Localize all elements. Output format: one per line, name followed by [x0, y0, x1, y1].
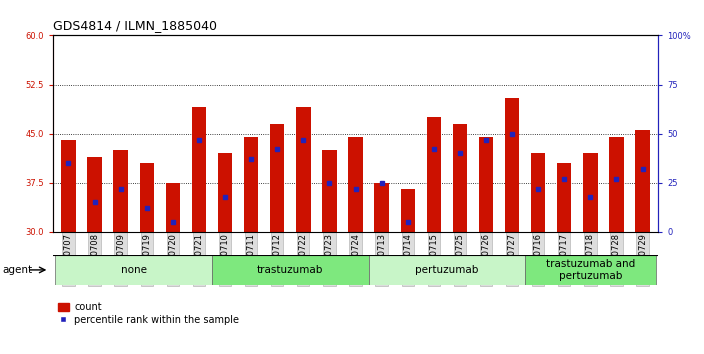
Bar — [557, 163, 572, 232]
Text: GDS4814 / ILMN_1885040: GDS4814 / ILMN_1885040 — [53, 19, 217, 32]
Bar — [218, 153, 232, 232]
Bar — [609, 137, 624, 232]
Bar — [191, 108, 206, 232]
FancyBboxPatch shape — [56, 255, 212, 285]
Bar — [113, 150, 128, 232]
Text: trastuzumab: trastuzumab — [257, 265, 323, 275]
Bar — [348, 137, 363, 232]
Bar — [244, 137, 258, 232]
Text: pertuzumab: pertuzumab — [415, 265, 479, 275]
Bar — [375, 183, 389, 232]
Bar — [165, 183, 180, 232]
Bar — [322, 150, 337, 232]
Text: none: none — [120, 265, 146, 275]
Bar — [401, 189, 415, 232]
Bar — [61, 140, 75, 232]
Bar — [87, 156, 102, 232]
FancyBboxPatch shape — [525, 255, 655, 285]
Legend: count, percentile rank within the sample: count, percentile rank within the sample — [58, 302, 239, 325]
Bar — [270, 124, 284, 232]
Bar — [636, 130, 650, 232]
FancyBboxPatch shape — [369, 255, 525, 285]
Bar — [453, 124, 467, 232]
Bar — [479, 137, 494, 232]
FancyBboxPatch shape — [212, 255, 369, 285]
Text: trastuzumab and
pertuzumab: trastuzumab and pertuzumab — [546, 259, 635, 281]
Bar — [531, 153, 546, 232]
Bar — [139, 163, 154, 232]
Bar — [296, 108, 310, 232]
Bar — [505, 98, 520, 232]
Text: agent: agent — [2, 265, 32, 275]
Bar — [427, 117, 441, 232]
Bar — [583, 153, 598, 232]
